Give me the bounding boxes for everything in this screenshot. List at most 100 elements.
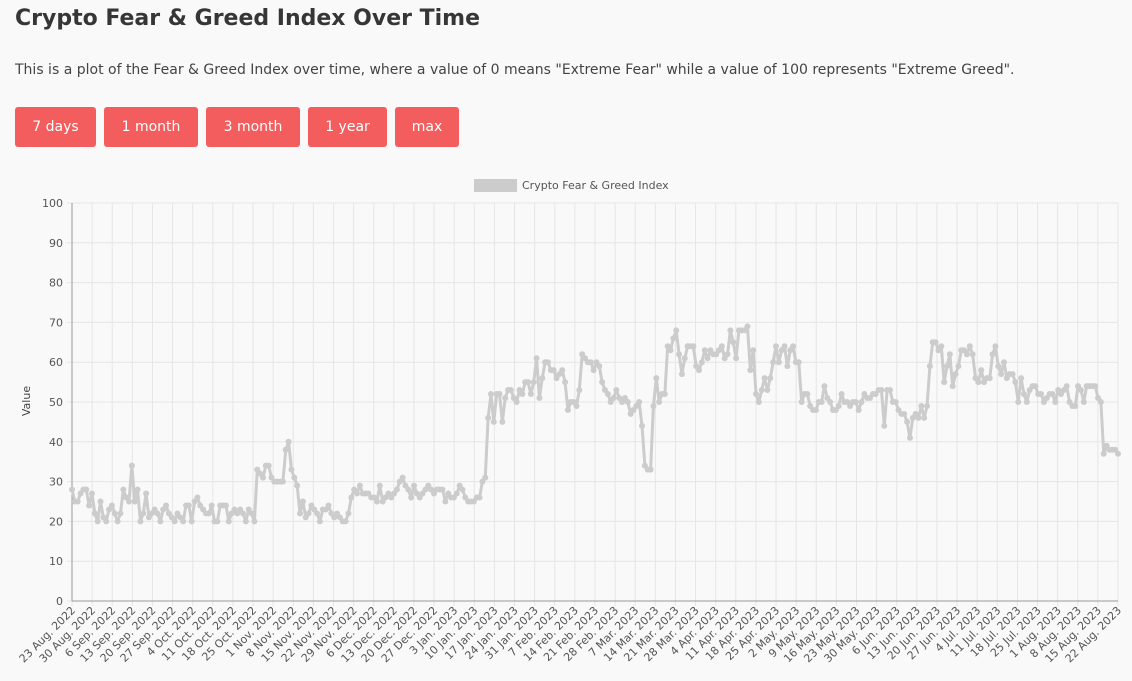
data-point bbox=[373, 498, 380, 505]
data-point bbox=[86, 502, 93, 509]
data-point bbox=[878, 387, 885, 394]
data-point bbox=[305, 510, 312, 517]
range-max-button[interactable]: max bbox=[395, 107, 459, 147]
data-point bbox=[154, 510, 161, 517]
data-point bbox=[242, 518, 249, 525]
legend-swatch bbox=[474, 179, 517, 192]
data-point bbox=[564, 406, 571, 413]
data-point bbox=[527, 391, 534, 398]
data-point bbox=[915, 414, 922, 421]
data-point bbox=[818, 399, 825, 405]
data-point bbox=[758, 387, 765, 394]
data-point bbox=[926, 363, 933, 370]
data-point bbox=[140, 510, 147, 517]
data-point bbox=[1097, 399, 1104, 405]
data-point bbox=[704, 355, 711, 362]
data-point bbox=[536, 395, 543, 402]
data-point bbox=[978, 367, 985, 374]
data-point bbox=[1009, 371, 1016, 378]
data-point bbox=[519, 391, 526, 398]
legend[interactable]: Crypto Fear & Greed Index bbox=[474, 179, 669, 192]
data-point bbox=[952, 371, 959, 378]
data-point bbox=[83, 486, 90, 493]
data-point bbox=[345, 510, 352, 517]
data-point bbox=[194, 494, 201, 501]
data-point bbox=[918, 402, 925, 409]
data-point bbox=[1049, 391, 1056, 398]
y-tick-label: 30 bbox=[49, 476, 63, 489]
data-point bbox=[1018, 375, 1025, 382]
data-point bbox=[906, 434, 913, 441]
data-point bbox=[650, 402, 657, 409]
grid-lines bbox=[67, 202, 1119, 606]
data-point bbox=[755, 399, 762, 405]
data-point bbox=[513, 399, 520, 405]
data-point bbox=[733, 355, 740, 362]
data-point bbox=[408, 494, 415, 501]
data-point bbox=[690, 343, 697, 350]
y-tick-label: 100 bbox=[42, 197, 63, 210]
data-point bbox=[120, 486, 127, 493]
data-point bbox=[696, 367, 703, 374]
data-point bbox=[858, 399, 865, 405]
data-point bbox=[405, 486, 412, 493]
data-point bbox=[259, 474, 266, 481]
y-tick-label: 80 bbox=[49, 277, 63, 290]
y-tick-label: 90 bbox=[49, 237, 63, 250]
data-point bbox=[222, 502, 229, 509]
data-point bbox=[214, 518, 221, 525]
data-point bbox=[852, 399, 859, 405]
data-point bbox=[590, 367, 597, 374]
data-point bbox=[986, 375, 993, 382]
data-point bbox=[804, 391, 811, 398]
data-point bbox=[1115, 450, 1121, 457]
data-point bbox=[767, 375, 774, 382]
data-point bbox=[550, 367, 557, 374]
data-point bbox=[886, 387, 893, 394]
data-point bbox=[1000, 359, 1007, 366]
data-point bbox=[587, 359, 594, 366]
data-point bbox=[790, 343, 797, 350]
y-tick-label: 20 bbox=[49, 515, 63, 528]
data-point bbox=[1052, 399, 1059, 405]
range-7-days-button[interactable]: 7 days bbox=[15, 107, 96, 147]
data-point bbox=[476, 494, 483, 501]
data-point bbox=[656, 399, 663, 405]
data-point bbox=[74, 498, 81, 505]
range-1-year-button[interactable]: 1 year bbox=[308, 107, 387, 147]
data-point bbox=[502, 395, 509, 402]
data-point bbox=[904, 418, 911, 425]
data-point bbox=[821, 383, 828, 390]
data-point bbox=[496, 391, 503, 398]
y-axis-title: Value bbox=[20, 386, 33, 416]
data-point bbox=[1092, 383, 1099, 390]
data-point bbox=[969, 351, 976, 358]
data-point bbox=[943, 363, 950, 370]
range-1-month-button[interactable]: 1 month bbox=[104, 107, 198, 147]
data-point bbox=[989, 351, 996, 358]
data-point bbox=[108, 502, 115, 509]
data-point bbox=[393, 486, 400, 493]
data-point bbox=[636, 399, 643, 405]
data-point bbox=[342, 518, 349, 525]
data-point bbox=[1015, 399, 1022, 405]
data-point bbox=[781, 343, 788, 350]
range-3-month-button[interactable]: 3 month bbox=[206, 107, 300, 147]
data-point bbox=[718, 343, 725, 350]
data-point bbox=[376, 482, 383, 489]
data-point bbox=[94, 518, 101, 525]
data-point bbox=[670, 335, 677, 342]
data-point bbox=[188, 518, 195, 525]
data-point bbox=[673, 327, 680, 334]
data-point bbox=[562, 379, 569, 386]
data-point bbox=[288, 466, 295, 473]
data-point bbox=[251, 518, 258, 525]
data-point bbox=[544, 359, 551, 366]
data-point bbox=[881, 422, 888, 429]
data-point bbox=[485, 414, 492, 421]
data-point bbox=[932, 339, 939, 346]
data-point bbox=[610, 395, 617, 402]
data-point bbox=[596, 363, 603, 370]
data-point bbox=[411, 482, 418, 489]
data-point bbox=[530, 379, 537, 386]
